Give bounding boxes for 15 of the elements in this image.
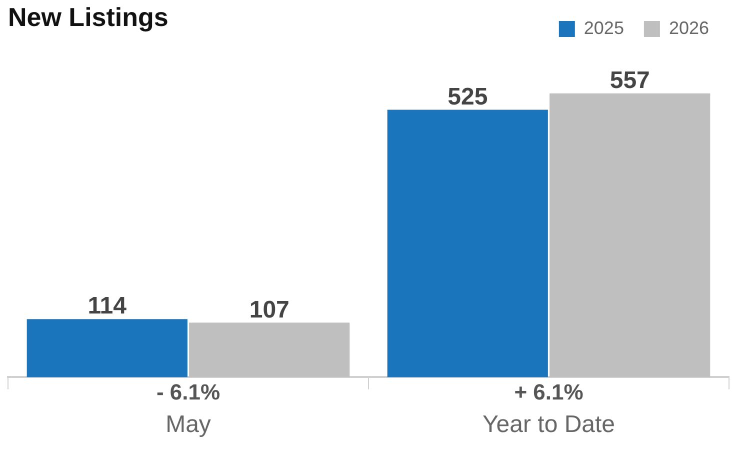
legend-label: 2025: [584, 18, 624, 38]
text: + 6.1%: [514, 379, 584, 404]
bar: [189, 322, 350, 378]
data-label: 525: [448, 83, 488, 110]
x-tick-label: Year to Date: [482, 411, 616, 438]
x-tick-label: May: [166, 411, 211, 438]
bar: [387, 110, 548, 378]
data-label: 557: [610, 67, 650, 94]
data-label: 107: [249, 296, 290, 324]
data-label: 114: [88, 292, 128, 320]
legend-label: 2026: [668, 18, 710, 38]
bar: [26, 319, 188, 378]
bar: [550, 93, 710, 378]
text: - 6.1%: [156, 379, 220, 404]
chart-title: New Listings: [8, 2, 168, 33]
